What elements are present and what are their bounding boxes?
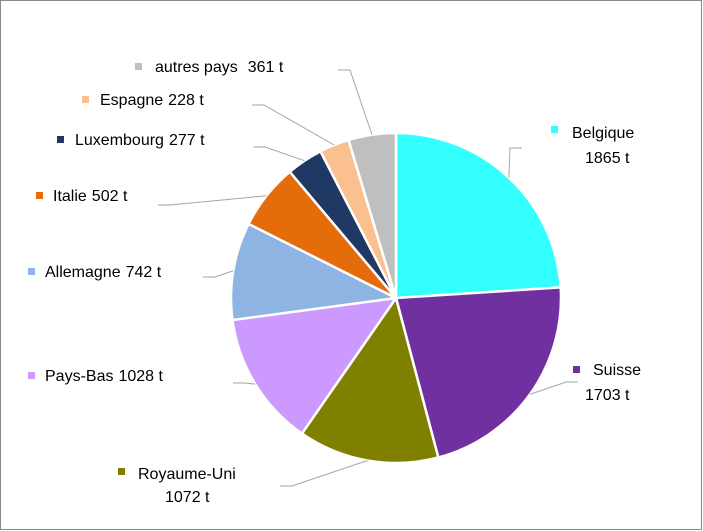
leader-line	[233, 382, 256, 385]
category-label: Suisse	[593, 362, 641, 379]
legend-swatch	[573, 366, 580, 373]
leader-line	[253, 146, 305, 162]
slice-label: Luxembourg 277 t	[75, 132, 205, 149]
category-label: Allemagne	[45, 264, 121, 281]
legend-swatch	[135, 63, 142, 70]
category-label: Italie	[53, 188, 87, 205]
legend-swatch	[28, 372, 35, 379]
slice-label: Allemagne 742 t	[45, 264, 162, 281]
value-label: 1028 t	[118, 368, 163, 385]
value-label: 742 t	[126, 264, 162, 281]
leader-line	[338, 69, 373, 135]
category-label: Espagne	[100, 92, 163, 109]
category-label: Royaume-Uni	[138, 466, 236, 483]
slice-label: autres pays 361 t	[155, 59, 284, 76]
category-label: Pays-Bas	[45, 368, 113, 385]
leader-line	[158, 195, 267, 206]
category-label: Belgique	[572, 125, 634, 142]
leader-line	[203, 270, 234, 278]
slice-label: Pays-Bas 1028 t	[45, 368, 164, 385]
leader-line	[252, 104, 335, 146]
slice-label: Italie 502 t	[53, 188, 128, 205]
pie-slice	[231, 296, 399, 436]
legend-swatch	[551, 126, 558, 133]
value-label: 361 t	[248, 59, 284, 76]
value-label: 502 t	[92, 188, 128, 205]
slice-label: Espagne 228 t	[100, 92, 204, 109]
leader-line	[280, 460, 368, 487]
value-label: 228 t	[168, 92, 204, 109]
legend-swatch	[57, 136, 64, 143]
pie-slice	[347, 131, 398, 299]
category-label: autres pays	[155, 59, 238, 76]
legend-swatch	[36, 192, 43, 199]
value-label: 1072 t	[165, 489, 210, 506]
leader-line	[529, 381, 578, 395]
pie-slice	[394, 286, 563, 460]
legend-swatch	[118, 468, 125, 475]
legend-swatch	[28, 268, 35, 275]
value-label: 1865 t	[585, 150, 630, 167]
leader-line	[508, 147, 522, 178]
pie-slice	[394, 131, 562, 300]
legend-swatch	[82, 96, 89, 103]
category-label: Luxembourg	[75, 132, 164, 149]
value-label: 1703 t	[585, 387, 630, 404]
value-label: 277 t	[169, 132, 205, 149]
